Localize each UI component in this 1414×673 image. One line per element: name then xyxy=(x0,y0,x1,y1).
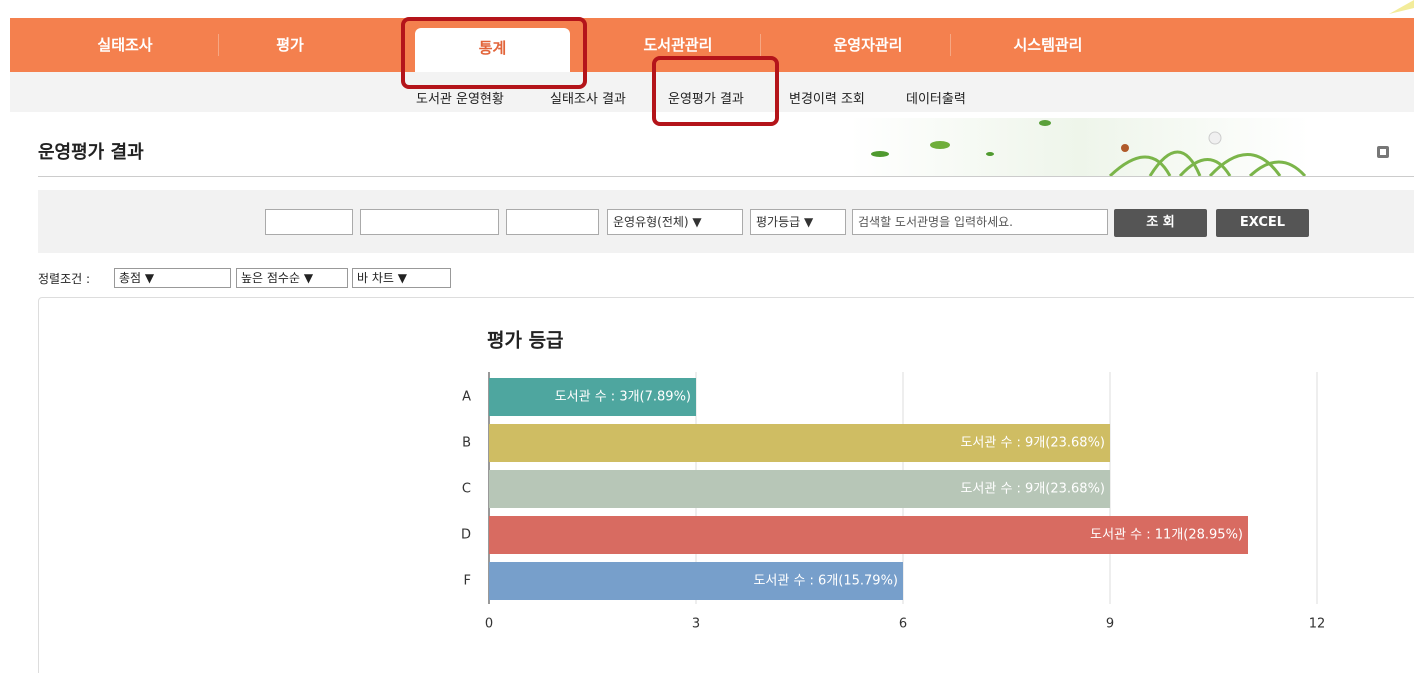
select[interactable]: 운영유형(전체) ▼ xyxy=(607,209,743,235)
excel-button[interactable]: EXCEL xyxy=(1216,209,1309,237)
sort-label: 정렬조건 : xyxy=(38,270,90,287)
highlight-box xyxy=(652,56,779,126)
nav-item[interactable]: 시스템관리 xyxy=(968,18,1128,72)
y-tick-label: B xyxy=(462,436,471,451)
x-tick-label: 9 xyxy=(1106,617,1114,632)
y-tick-label: A xyxy=(462,390,471,405)
select[interactable]: 높은 점수순 ▼ xyxy=(236,268,348,288)
x-tick-label: 12 xyxy=(1309,617,1326,632)
search-button[interactable]: 조 회 xyxy=(1114,209,1207,237)
header-decoration xyxy=(850,118,1310,176)
value-label: 도서관 수 : 9개(23.68%) xyxy=(960,482,1105,497)
chart-title: 평가 등급 xyxy=(487,330,564,352)
value-label: 도서관 수 : 3개(7.89%) xyxy=(555,390,691,405)
sub-nav-item[interactable]: 도서관 운영현황 xyxy=(416,88,504,107)
value-label: 도서관 수 : 11개(28.95%) xyxy=(1090,528,1243,543)
x-tick-label: 6 xyxy=(899,617,907,632)
sub-nav-item[interactable]: 실태조사 결과 xyxy=(550,88,626,107)
y-tick-label: C xyxy=(462,482,471,497)
separator xyxy=(760,34,761,56)
separator xyxy=(950,34,951,56)
x-tick-label: 3 xyxy=(692,617,700,632)
date-input[interactable] xyxy=(265,209,353,235)
sub-nav-item[interactable]: 데이터출력 xyxy=(906,88,966,107)
select[interactable]: 총점 ▼ xyxy=(114,268,231,288)
text-input[interactable] xyxy=(506,209,599,235)
select[interactable]: 평가등급 ▼ xyxy=(750,209,846,235)
nav-item[interactable]: 운영자관리 xyxy=(788,18,948,72)
home-icon[interactable] xyxy=(1376,145,1390,159)
search-input[interactable]: 검색할 도서관명을 입력하세요. xyxy=(852,209,1108,235)
sub-nav-item[interactable]: 변경이력 조회 xyxy=(789,88,865,107)
page-title: 운영평가 결과 xyxy=(38,138,144,164)
divider xyxy=(38,176,1414,177)
nav-item[interactable]: 평가 xyxy=(210,18,370,72)
x-tick-label: 0 xyxy=(485,617,493,632)
value-label: 도서관 수 : 9개(23.68%) xyxy=(960,436,1105,451)
text-input[interactable] xyxy=(360,209,499,235)
y-tick-label: F xyxy=(464,574,471,589)
nav-item[interactable]: 실태조사 xyxy=(45,18,205,72)
y-tick-label: D xyxy=(461,528,471,543)
select[interactable]: 바 차트 ▼ xyxy=(352,268,451,288)
value-label: 도서관 수 : 6개(15.79%) xyxy=(753,574,898,589)
page: 실태조사 평가 통계 도서관관리 운영자관리 시스템관리 도서관 운영현황 실태… xyxy=(0,0,1414,673)
highlight-box xyxy=(401,17,587,89)
corner-decoration xyxy=(1385,0,1414,20)
chart: 평가 등급 0 3 6 9 12 A 도서관 수 : 3개(7.89%) B 도서관 수 : 9… xyxy=(38,297,1414,673)
